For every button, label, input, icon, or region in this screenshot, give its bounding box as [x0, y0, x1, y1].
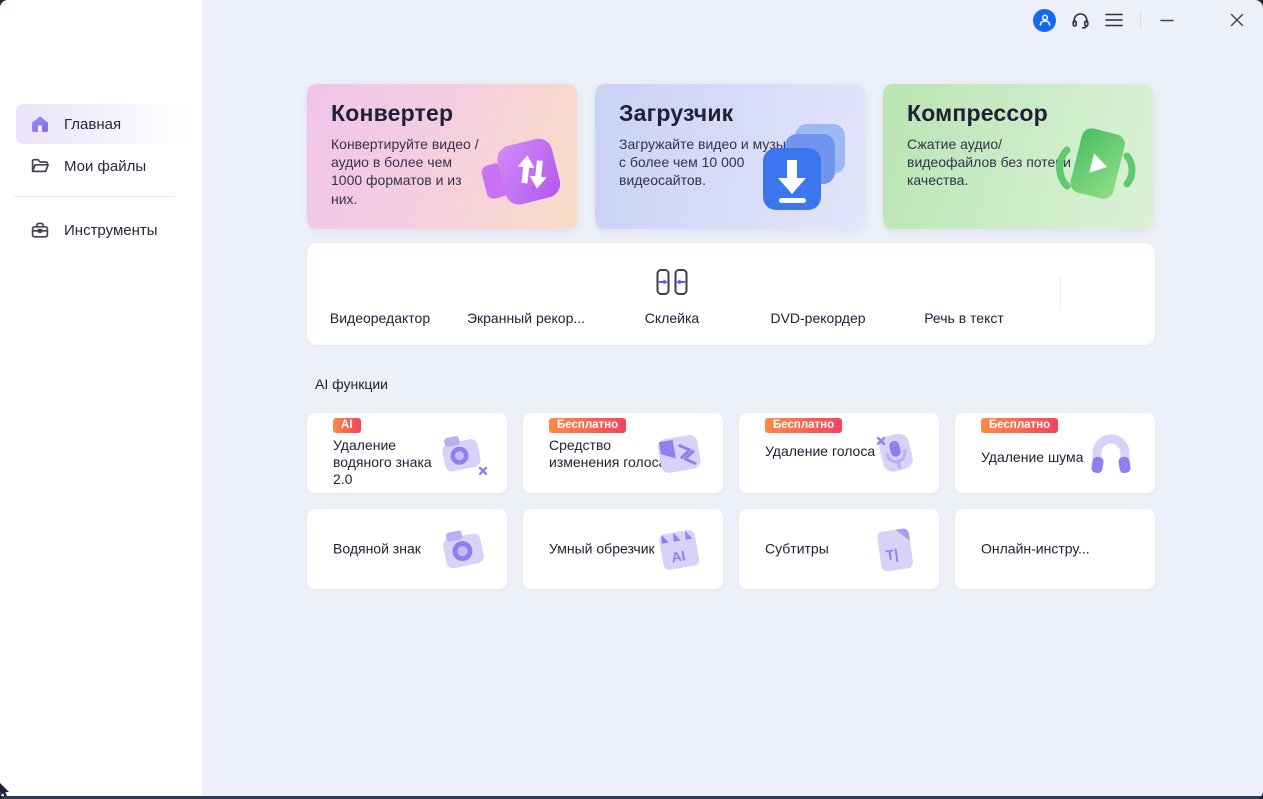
- ai-card-title: Удаление голоса: [765, 443, 876, 459]
- minimize-icon: [1160, 19, 1174, 22]
- tool-label: Экранный рекор...: [466, 310, 586, 326]
- voice-remover-icon: [867, 425, 923, 486]
- menu-button[interactable]: [1104, 10, 1124, 30]
- ai-card-subtitles[interactable]: Субтитры T|: [739, 509, 939, 589]
- ai-card-voice-remover[interactable]: Бесплатно Удаление голоса: [739, 413, 939, 493]
- hero-card-title: Конвертер: [331, 100, 454, 126]
- ai-card-title: Удаление водяного знака 2.0: [333, 437, 432, 488]
- ai-card-watermark[interactable]: Водяной знак: [307, 509, 507, 589]
- watermark-camera-icon: [435, 521, 491, 582]
- ai-badge: Бесплатно: [981, 418, 1059, 433]
- hero-card-title: Компрессор: [907, 100, 1048, 126]
- ai-card-online-tools[interactable]: Онлайн-инстру...: [955, 509, 1155, 589]
- noise-remover-icon: [1083, 425, 1139, 486]
- titlebar-separator: [1140, 11, 1141, 29]
- tool-speech-to-text[interactable]: Речь в текст: [891, 243, 1037, 345]
- ai-card-noise-remover[interactable]: Бесплатно Удаление шума: [955, 413, 1155, 493]
- close-icon: [1230, 13, 1244, 27]
- titlebar-controls: [1033, 7, 1247, 33]
- tool-screen-recorder[interactable]: Экранный рекор...: [453, 243, 599, 345]
- ai-section-title: AI функции: [315, 376, 388, 392]
- downloader-card[interactable]: Загрузчик Загружайте видео и музыку с бо…: [595, 84, 865, 229]
- sidebar-divider: [14, 196, 174, 197]
- merge-icon: [655, 265, 689, 304]
- ai-card-title: Умный обрезчик: [549, 540, 655, 557]
- menu-icon: [1105, 13, 1123, 27]
- converter-card[interactable]: Конвертер Конвертируйте видео / аудио в …: [307, 84, 577, 229]
- toolbox-icon: [30, 220, 50, 240]
- hero-card-desc: Конвертируйте видео / аудио в более чем …: [331, 136, 479, 207]
- ai-card-title: Удаление шума: [981, 449, 1084, 465]
- home-icon: [30, 114, 50, 134]
- hero-card-desc: Загружайте видео и музыку с более чем 10…: [619, 136, 800, 189]
- ai-card-title: Водяной знак: [333, 540, 421, 557]
- hero-cards-row: Конвертер Конвертируйте видео / аудио в …: [307, 84, 1153, 229]
- ai-card-title: Онлайн-инстру...: [981, 540, 1090, 557]
- user-icon: [1039, 14, 1050, 26]
- support-headset-button[interactable]: [1070, 10, 1090, 30]
- tools-row: Видеоредактор Экранный рекор... Склейка …: [307, 243, 1155, 345]
- tool-label: DVD-рекордер: [770, 310, 866, 326]
- camera-watermark-icon: [435, 425, 491, 486]
- sidebar-item-label: Главная: [64, 115, 122, 133]
- svg-text:AI: AI: [670, 547, 687, 565]
- hero-card-title: Загрузчик: [619, 100, 734, 126]
- sidebar-item-tools[interactable]: Инструменты: [16, 210, 188, 250]
- ai-cards-grid: AI Удаление водяного знака 2.0 Беспл: [307, 413, 1155, 589]
- tool-merger[interactable]: Склейка: [599, 243, 745, 345]
- ai-badge: AI: [333, 418, 361, 433]
- hero-card-desc: Сжатие аудио/ видеофайлов без потери кач…: [907, 136, 1071, 189]
- folder-icon: [30, 156, 50, 176]
- ai-card-smart-trimmer[interactable]: Умный обрезчик AI: [523, 509, 723, 589]
- sidebar: Главная Мои файлы Инструменты: [0, 0, 202, 799]
- ai-card-title: Средство изменения голоса: [549, 437, 667, 471]
- ai-card-watermark-remover-2[interactable]: AI Удаление водяного знака 2.0: [307, 413, 507, 493]
- tool-video-editor[interactable]: Видеоредактор: [307, 243, 453, 345]
- sidebar-item-label: Мои файлы: [64, 157, 147, 175]
- tool-label: Речь в текст: [924, 310, 1004, 326]
- headset-icon: [1071, 12, 1089, 29]
- sidebar-item-my-files[interactable]: Мои файлы: [16, 146, 188, 186]
- voice-changer-icon: [651, 425, 707, 486]
- ai-card-voice-changer[interactable]: Бесплатно Средство изменения голоса: [523, 413, 723, 493]
- ai-badge: Бесплатно: [765, 418, 843, 433]
- tool-dvd-recorder[interactable]: DVD-рекордер: [745, 243, 891, 345]
- download-icon: [755, 118, 855, 223]
- ai-card-title: Субтитры: [765, 540, 829, 557]
- sidebar-item-label: Инструменты: [64, 221, 158, 239]
- user-avatar-button[interactable]: [1033, 8, 1056, 32]
- svg-text:T|: T|: [885, 546, 900, 564]
- tool-label: Видеоредактор: [329, 310, 431, 326]
- ai-badge: Бесплатно: [549, 418, 627, 433]
- convert-icon: [471, 122, 567, 223]
- tool-label: Склейка: [644, 310, 700, 326]
- subtitles-icon: T|: [867, 521, 923, 582]
- compressor-card[interactable]: Компрессор Сжатие аудио/ видеофайлов без…: [883, 84, 1153, 229]
- compress-icon: [1043, 118, 1143, 223]
- close-button[interactable]: [1227, 10, 1247, 30]
- tools-row-divider: [1060, 277, 1061, 310]
- sidebar-item-home[interactable]: Главная: [16, 104, 188, 144]
- mouse-cursor: [0, 783, 9, 797]
- minimize-button[interactable]: [1157, 10, 1177, 30]
- window-bottom-edge: [0, 796, 1263, 799]
- smart-trimmer-icon: AI: [651, 521, 707, 582]
